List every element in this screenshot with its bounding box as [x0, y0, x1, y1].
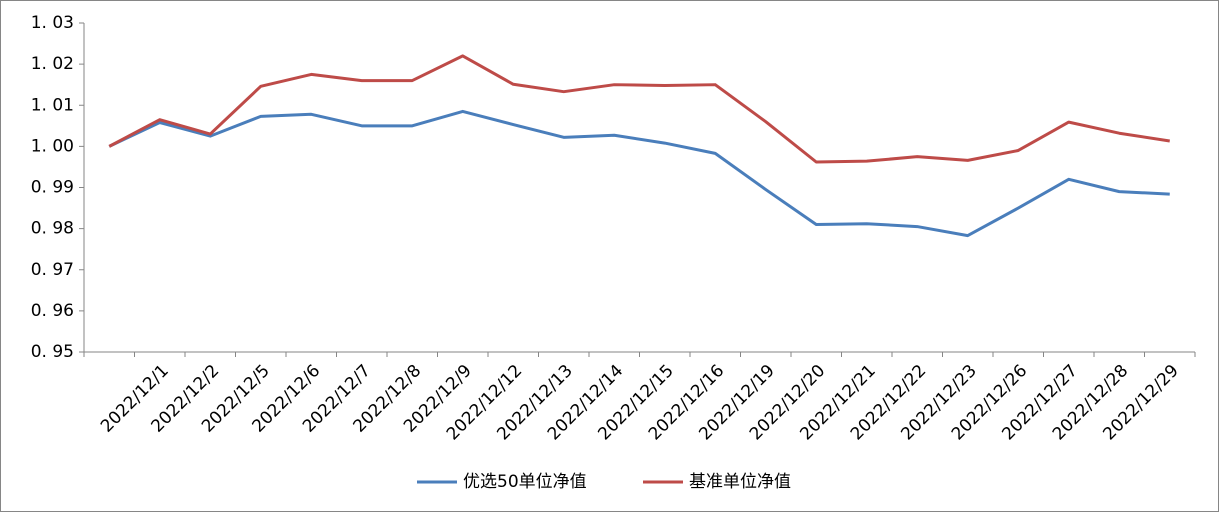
y-tick-label: 1. 01 [31, 95, 74, 115]
legend-label: 基准单位净值 [689, 472, 791, 492]
y-tick-label: 1. 02 [31, 54, 74, 74]
y-tick-label: 0. 99 [31, 178, 74, 198]
y-tick-label: 0. 96 [31, 301, 74, 321]
series-line [108, 54, 1170, 164]
y-tick-label: 1. 00 [31, 136, 74, 156]
y-tick-label: 1. 03 [31, 13, 74, 33]
y-tick-label: 0. 97 [31, 260, 74, 280]
series-line [108, 109, 1170, 238]
y-tick-label: 0. 98 [31, 219, 74, 239]
legend-label: 优选50单位净值 [463, 472, 587, 492]
y-tick-label: 0. 95 [31, 342, 74, 362]
